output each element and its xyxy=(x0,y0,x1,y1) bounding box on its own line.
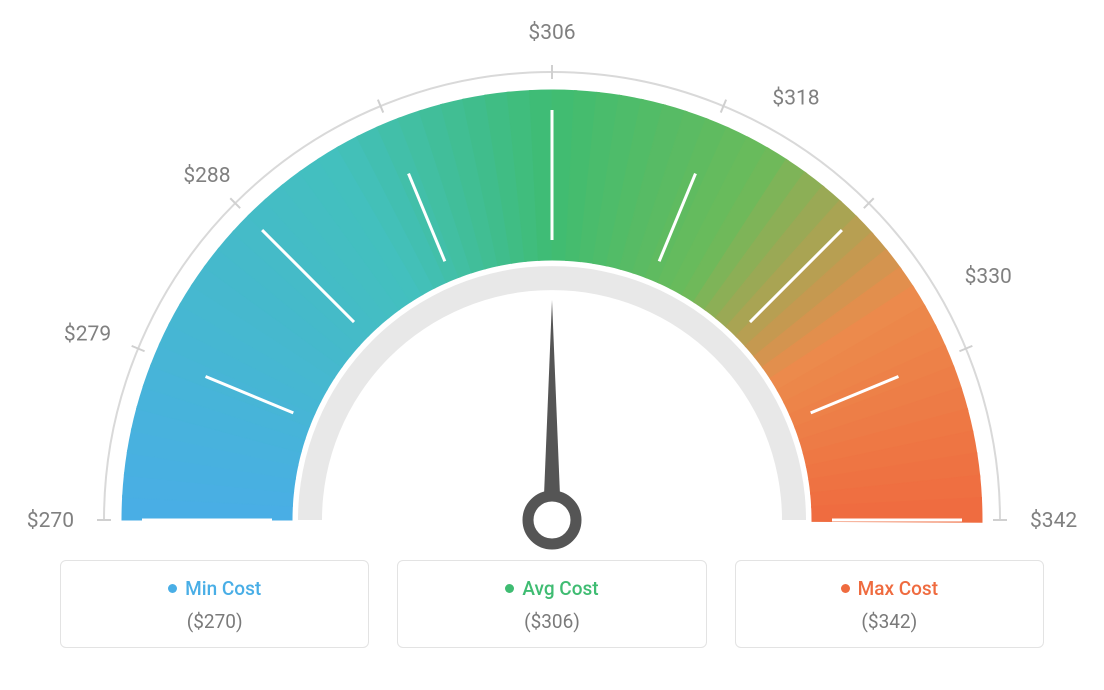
dot-icon xyxy=(841,584,850,593)
legend-min-value: ($270) xyxy=(71,610,358,633)
legend-max-text: Max Cost xyxy=(858,577,938,600)
legend-card-max: Max Cost ($342) xyxy=(735,560,1044,648)
dot-icon xyxy=(505,584,514,593)
svg-text:$288: $288 xyxy=(183,164,230,188)
legend-card-avg: Avg Cost ($306) xyxy=(397,560,706,648)
svg-text:$342: $342 xyxy=(1030,509,1077,533)
dot-icon xyxy=(168,584,177,593)
legend-avg-value: ($306) xyxy=(408,610,695,633)
legend-label-min: Min Cost xyxy=(168,577,261,600)
legend-min-text: Min Cost xyxy=(185,577,261,600)
gauge-svg: $270 $279 $288 $306 $318 $330 $342 xyxy=(0,0,1104,560)
legend-max-value: ($342) xyxy=(746,610,1033,633)
svg-text:$318: $318 xyxy=(772,86,819,110)
legend-label-avg: Avg Cost xyxy=(505,577,598,600)
legend-label-max: Max Cost xyxy=(841,577,938,600)
legend-row: Min Cost ($270) Avg Cost ($306) Max Cost… xyxy=(0,560,1104,648)
svg-text:$306: $306 xyxy=(528,21,575,45)
legend-card-min: Min Cost ($270) xyxy=(60,560,369,648)
svg-text:$270: $270 xyxy=(27,509,74,533)
svg-text:$279: $279 xyxy=(64,322,111,346)
svg-text:$330: $330 xyxy=(965,265,1012,289)
cost-gauge-chart: $270 $279 $288 $306 $318 $330 $342 xyxy=(0,0,1104,560)
legend-avg-text: Avg Cost xyxy=(522,577,598,600)
